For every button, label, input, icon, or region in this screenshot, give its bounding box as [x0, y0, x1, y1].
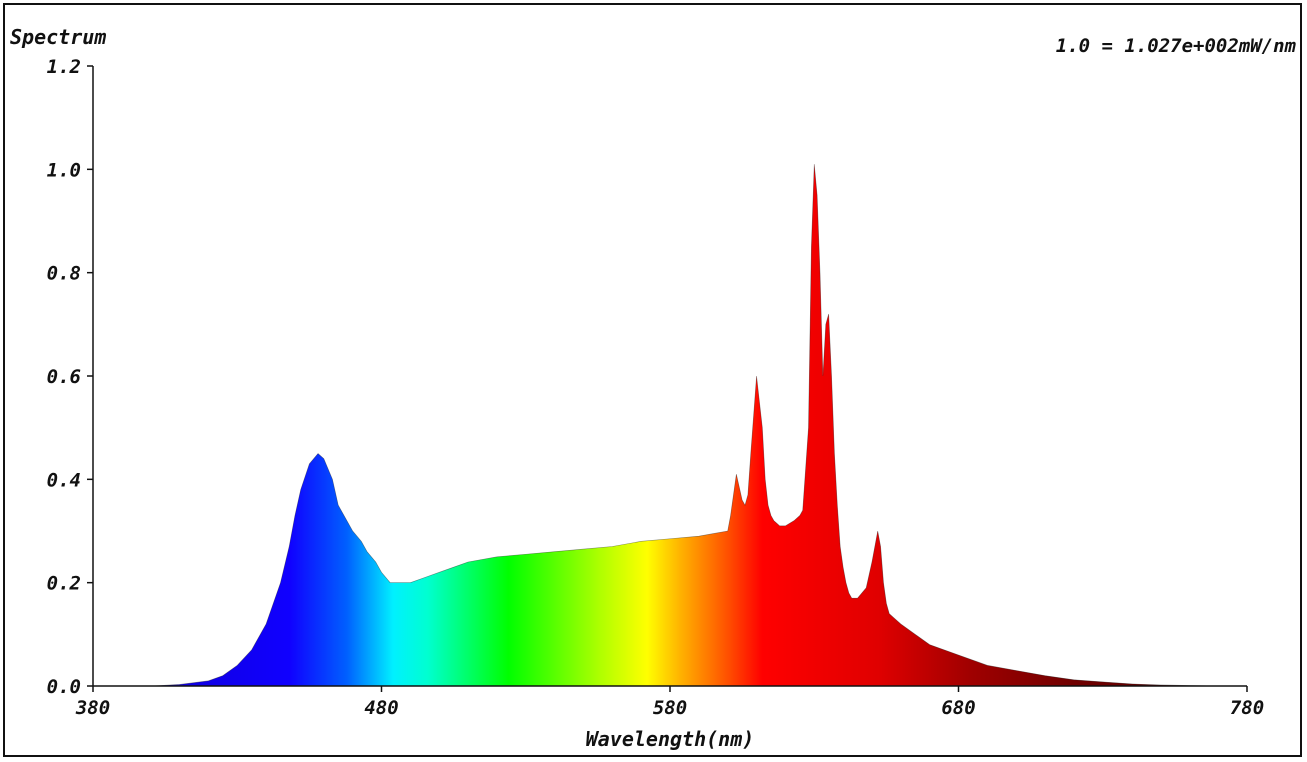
scale-note: 1.0 = 1.027e+002mW/nm: [1056, 35, 1297, 57]
x-tick-label: 380: [75, 697, 110, 719]
spectrum-outline: [93, 164, 1247, 687]
x-tick-label: 480: [364, 697, 398, 719]
y-tick-label: 0.2: [47, 573, 81, 595]
chart-title: Spectrum: [10, 25, 106, 49]
x-tick-label: 780: [1230, 697, 1264, 719]
y-tick-label: 0.0: [47, 676, 81, 698]
y-tick-label: 1.0: [47, 159, 81, 181]
y-axis-ticks: 0.0 0.2 0.4 0.6 0.8 1.0 1.2: [47, 56, 93, 698]
x-tick-label: 680: [941, 697, 975, 719]
y-tick-label: 0.8: [47, 263, 81, 285]
spectrum-area: [93, 164, 1247, 687]
x-tick-label: 580: [653, 697, 687, 719]
x-axis-ticks: 380 480 580 680 780: [75, 686, 1264, 719]
x-axis-label: Wavelength(nm): [586, 727, 755, 751]
y-tick-label: 0.4: [47, 469, 81, 491]
y-tick-label: 0.6: [47, 366, 81, 388]
y-tick-label: 1.2: [47, 56, 81, 78]
